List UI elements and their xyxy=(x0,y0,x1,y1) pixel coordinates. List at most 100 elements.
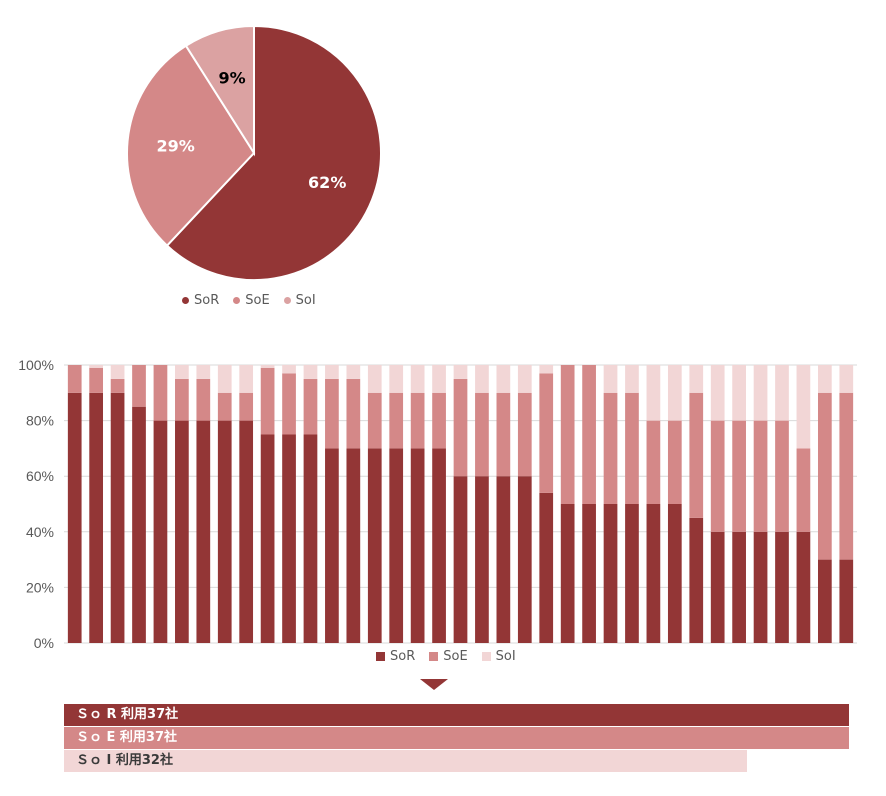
bar-segment-sor xyxy=(689,517,704,643)
bar-legend-label-soe: SoE xyxy=(443,649,468,664)
bar-segment-soi xyxy=(775,365,789,421)
bar-segment-sor xyxy=(175,420,189,643)
bar-segment-soi xyxy=(496,365,511,393)
bar-legend-item-soe: SoE xyxy=(429,649,468,664)
bar-segment-soe xyxy=(325,378,339,449)
bar-segment-soe xyxy=(517,392,532,477)
bar-segment-soi xyxy=(539,365,554,374)
bar-segment-soe xyxy=(496,392,511,477)
soe-swatch-icon xyxy=(429,652,439,661)
bar-segment-soe xyxy=(367,392,382,449)
bar-segment-sor xyxy=(453,476,468,643)
bar-segment-soi xyxy=(346,365,361,379)
down-arrow-icon xyxy=(420,679,448,690)
bar-segment-soe xyxy=(732,420,746,532)
bar-segment-sor xyxy=(89,392,104,643)
soe-swatch-icon xyxy=(233,297,241,304)
bar-legend-label-sor: SoR xyxy=(390,649,416,664)
bar-segment-sor xyxy=(625,504,639,643)
bar-segment-soe xyxy=(817,392,832,560)
bar-segment-sor xyxy=(367,448,382,643)
bar-segment-soe xyxy=(432,392,446,449)
bar-segment-sor xyxy=(817,559,832,643)
bar-segment-sor xyxy=(389,448,404,643)
bar-segment-soi xyxy=(625,365,639,393)
bar-segment-sor xyxy=(325,448,339,643)
bar-segment-soe xyxy=(710,420,725,532)
bar-segment-soi xyxy=(710,365,725,421)
pie-legend: SoR SoE SoI xyxy=(182,293,316,308)
pie-legend-item-soe: SoE xyxy=(233,293,270,308)
bar-segment-sor xyxy=(153,420,168,643)
pie-data-label-soe: 29% xyxy=(156,137,194,156)
bar-segment-soi xyxy=(475,365,489,393)
bar-segment-soe xyxy=(560,365,575,504)
bar-segment-sor xyxy=(582,504,596,643)
bar-segment-soe xyxy=(282,373,296,435)
y-tick-label: 60% xyxy=(26,468,54,484)
bar-legend-label-soi: SoI xyxy=(495,649,516,664)
pie-slice-soi xyxy=(184,24,255,157)
bar-segment-soi xyxy=(325,365,339,379)
bar-segment-soe xyxy=(389,392,404,449)
bar-segment-soe xyxy=(175,378,189,421)
bar-segment-soe xyxy=(753,420,768,532)
y-tick-label: 20% xyxy=(26,579,54,595)
bar-segment-sor xyxy=(260,434,275,643)
y-tick-label: 100% xyxy=(18,357,54,373)
bar-segment-sor xyxy=(475,476,489,643)
bar-segment-sor xyxy=(775,531,789,643)
bar-segment-sor xyxy=(667,504,682,643)
bar-segment-soi xyxy=(453,365,468,379)
bar-segment-sor xyxy=(710,531,725,643)
pie-slice-sor xyxy=(165,24,382,281)
bar-segment-soe xyxy=(839,392,854,560)
bar-segment-sor xyxy=(132,406,146,643)
y-tick-label: 80% xyxy=(26,413,54,429)
bar-segment-soi xyxy=(517,365,532,393)
bar-legend: SoR SoE SoI xyxy=(376,649,516,664)
pie-legend-item-soi: SoI xyxy=(283,293,316,308)
bar-segment-soi xyxy=(89,365,104,368)
bar-segment-soe xyxy=(646,420,661,504)
bar-segment-soe xyxy=(775,420,789,532)
bar-segment-soe xyxy=(260,367,275,435)
bar-segment-soe xyxy=(796,448,811,532)
bar-segment-soi xyxy=(239,365,254,393)
sor-swatch-icon xyxy=(182,297,189,304)
bar-segment-sor xyxy=(753,531,768,643)
summary-bar-soi: Ｓｏ I 利用32社 xyxy=(64,750,747,772)
bar-segment-sor xyxy=(282,434,296,643)
bar-segment-sor xyxy=(196,420,211,643)
bar-segment-soi xyxy=(839,365,854,393)
bar-segment-soi xyxy=(389,365,404,393)
bar-segment-soe xyxy=(625,392,639,504)
bar-legend-item-soi: SoI xyxy=(481,649,516,664)
bar-segment-soi xyxy=(303,365,318,379)
bar-segment-soe xyxy=(303,378,318,435)
bar-segment-sor xyxy=(67,392,82,643)
bar-segment-soe xyxy=(239,392,254,421)
summary-bar-soe: Ｓｏ E 利用37社 xyxy=(64,727,849,749)
bar-segment-soe xyxy=(410,392,425,449)
bar-segment-soi xyxy=(260,365,275,368)
bar-segment-soe xyxy=(453,378,468,477)
bar-segment-soi xyxy=(196,365,211,379)
y-tick-label: 40% xyxy=(26,524,54,540)
bar-segment-sor xyxy=(432,448,446,643)
bar-segment-sor xyxy=(517,476,532,643)
pie-data-label-soi: 9% xyxy=(218,68,245,87)
bar-segment-sor xyxy=(496,476,511,643)
pie-legend-label-soi: SoI xyxy=(295,293,316,308)
bar-segment-sor xyxy=(646,504,661,643)
bar-segment-soi xyxy=(217,365,232,393)
bar-segment-soi xyxy=(175,365,189,379)
bar-segment-soi xyxy=(689,365,704,393)
stacked-bar-chart: 0% 20% 40% 60% 80% 100% xyxy=(18,357,857,650)
bar-segment-soe xyxy=(689,392,704,518)
summary-bar-sor: Ｓｏ R 利用37社 xyxy=(64,704,849,726)
bar-segment-soe xyxy=(539,373,554,493)
bar-segment-soe xyxy=(346,378,361,449)
y-tick-label: 0% xyxy=(34,635,54,650)
soi-swatch-icon xyxy=(481,652,491,661)
